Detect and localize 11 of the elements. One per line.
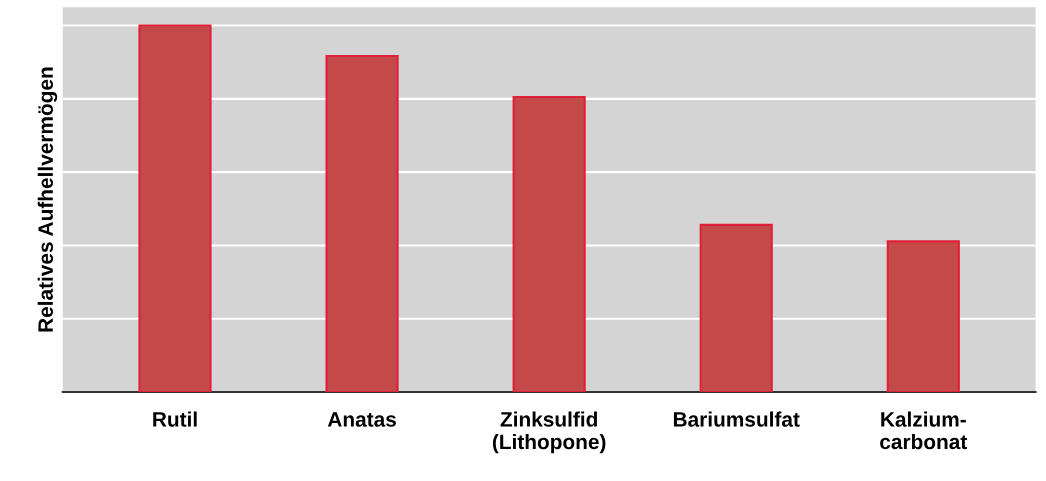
- bar: [886, 240, 960, 393]
- x-tick-label: Zinksulfid (Lithopone): [492, 411, 606, 454]
- bar: [512, 95, 586, 393]
- y-axis-title: Relatives Aufhellvermögen: [37, 67, 58, 332]
- bar: [699, 223, 773, 393]
- x-tick-label: Rutil: [153, 411, 197, 427]
- bar: [138, 24, 212, 393]
- x-tick-label: Anatas: [327, 412, 396, 427]
- x-tick-label: Bariumsulfat: [673, 411, 800, 427]
- x-tick-label: Kalzium- carbonat: [880, 411, 968, 450]
- bar: [325, 54, 399, 393]
